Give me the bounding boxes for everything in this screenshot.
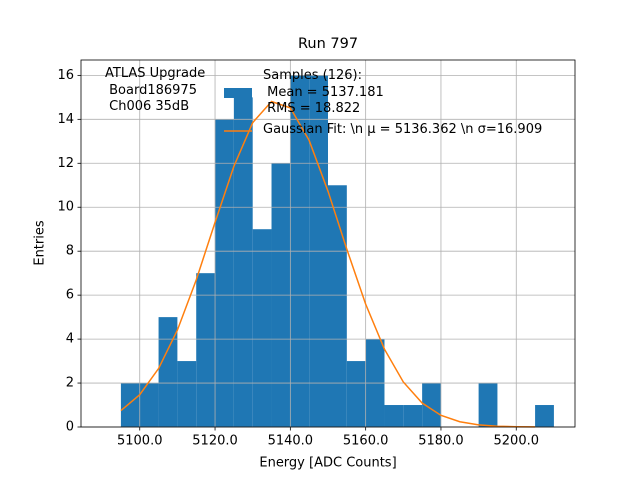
- bar: [177, 361, 197, 427]
- annotation: ATLAS Upgrade Board186975 Ch006 35dB: [105, 66, 206, 114]
- bar: [139, 383, 159, 427]
- bar: [233, 97, 253, 427]
- bar: [346, 361, 366, 427]
- bar: [328, 185, 347, 427]
- x-tick-label: 5120.0: [192, 434, 238, 449]
- chart-title: Run 797: [298, 36, 358, 52]
- y-tick-label: 2: [66, 376, 74, 391]
- y-tick-label: 8: [66, 244, 74, 259]
- y-tick-label: 16: [57, 68, 74, 83]
- bar: [252, 229, 272, 427]
- bar: [478, 383, 498, 427]
- y-tick-label: 4: [66, 332, 74, 347]
- plot-frame: [80, 59, 576, 428]
- bar: [158, 317, 178, 427]
- y-tick-label: 0: [66, 420, 74, 435]
- bar: [384, 405, 404, 427]
- y-tick-label: 10: [57, 200, 74, 215]
- x-tick-label: 5140.0: [268, 434, 314, 449]
- legend-swatch: [224, 88, 252, 98]
- y-tick-label: 6: [66, 288, 74, 303]
- y-tick-label: 12: [57, 156, 74, 171]
- fit-line: [120, 100, 536, 428]
- bar: [196, 273, 216, 427]
- x-tick-label: 5180.0: [418, 434, 464, 449]
- x-tick-label: 5100.0: [117, 434, 163, 449]
- y-tick-label: 14: [57, 112, 74, 127]
- legend-label: Gaussian Fit: \n μ = 5136.362 \n σ=16.90…: [263, 122, 543, 137]
- x-tick-label: 5200.0: [494, 434, 540, 449]
- bar: [403, 405, 423, 427]
- x-axis-label: Energy [ADC Counts]: [259, 456, 396, 471]
- bar: [535, 405, 554, 427]
- x-tick-label: 5160.0: [343, 434, 389, 449]
- y-axis-label: Entries: [33, 220, 48, 266]
- legend-label: Samples (126): Mean = 5137.181 RMS = 18.…: [263, 68, 384, 116]
- bar: [215, 119, 234, 427]
- bar: [422, 383, 441, 427]
- bar: [120, 383, 140, 427]
